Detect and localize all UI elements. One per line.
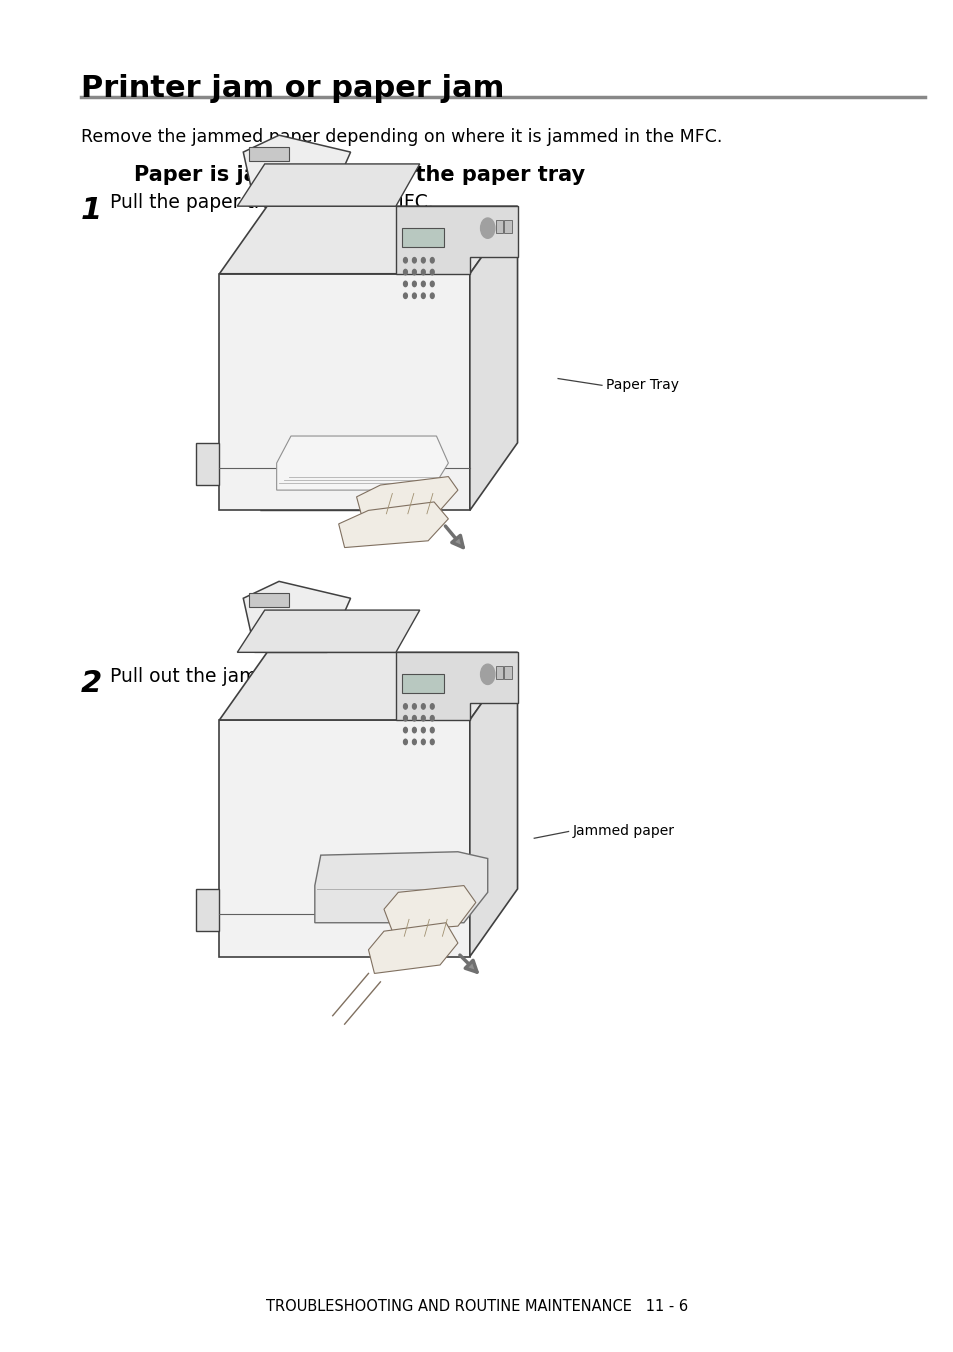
Polygon shape bbox=[219, 653, 517, 719]
Circle shape bbox=[421, 704, 425, 708]
Polygon shape bbox=[276, 435, 448, 489]
Polygon shape bbox=[249, 594, 288, 607]
Polygon shape bbox=[383, 886, 476, 932]
Polygon shape bbox=[395, 207, 517, 273]
Polygon shape bbox=[496, 220, 503, 233]
Polygon shape bbox=[195, 442, 219, 485]
Circle shape bbox=[480, 664, 495, 684]
Circle shape bbox=[412, 257, 416, 262]
Polygon shape bbox=[195, 890, 219, 932]
Circle shape bbox=[412, 281, 416, 287]
Circle shape bbox=[403, 269, 407, 274]
Polygon shape bbox=[237, 610, 419, 653]
Polygon shape bbox=[368, 922, 457, 973]
Text: TROUBLESHOOTING AND ROUTINE MAINTENANCE   11 - 6: TROUBLESHOOTING AND ROUTINE MAINTENANCE … bbox=[266, 1299, 687, 1314]
Text: Remove the jammed paper depending on where it is jammed in the MFC.: Remove the jammed paper depending on whe… bbox=[81, 128, 721, 146]
Text: Paper is jammed inside the paper tray: Paper is jammed inside the paper tray bbox=[133, 165, 584, 185]
Circle shape bbox=[421, 281, 425, 287]
Text: Printer jam or paper jam: Printer jam or paper jam bbox=[81, 74, 504, 103]
Circle shape bbox=[403, 704, 407, 708]
Circle shape bbox=[430, 715, 434, 721]
Circle shape bbox=[421, 727, 425, 733]
Polygon shape bbox=[243, 581, 351, 653]
Circle shape bbox=[430, 269, 434, 274]
Polygon shape bbox=[496, 667, 503, 680]
Circle shape bbox=[403, 293, 407, 299]
Text: Paper Tray: Paper Tray bbox=[605, 379, 679, 392]
Polygon shape bbox=[469, 207, 517, 510]
Circle shape bbox=[480, 218, 495, 238]
Polygon shape bbox=[401, 228, 443, 246]
Circle shape bbox=[430, 293, 434, 299]
Circle shape bbox=[421, 269, 425, 274]
Polygon shape bbox=[261, 422, 463, 510]
Polygon shape bbox=[401, 675, 443, 692]
Circle shape bbox=[412, 727, 416, 733]
Circle shape bbox=[403, 257, 407, 262]
Circle shape bbox=[412, 269, 416, 274]
Circle shape bbox=[421, 740, 425, 745]
Text: Pull the paper tray out of the MFC.: Pull the paper tray out of the MFC. bbox=[110, 193, 433, 212]
Circle shape bbox=[430, 281, 434, 287]
Polygon shape bbox=[395, 653, 517, 719]
Circle shape bbox=[421, 257, 425, 262]
Polygon shape bbox=[504, 220, 511, 233]
Circle shape bbox=[412, 715, 416, 721]
Circle shape bbox=[421, 293, 425, 299]
Polygon shape bbox=[338, 502, 448, 548]
Circle shape bbox=[430, 257, 434, 262]
Text: Pull out the jammed paper to remove it.: Pull out the jammed paper to remove it. bbox=[110, 667, 486, 685]
Circle shape bbox=[412, 293, 416, 299]
Polygon shape bbox=[249, 147, 288, 161]
Circle shape bbox=[430, 704, 434, 708]
Polygon shape bbox=[504, 667, 511, 680]
Polygon shape bbox=[219, 273, 469, 510]
Polygon shape bbox=[314, 852, 487, 922]
Polygon shape bbox=[219, 719, 469, 957]
Circle shape bbox=[403, 715, 407, 721]
Circle shape bbox=[412, 704, 416, 708]
Circle shape bbox=[421, 715, 425, 721]
Polygon shape bbox=[469, 653, 517, 957]
Circle shape bbox=[403, 727, 407, 733]
Circle shape bbox=[430, 727, 434, 733]
Circle shape bbox=[412, 740, 416, 745]
Text: 2: 2 bbox=[81, 669, 102, 698]
Polygon shape bbox=[356, 476, 457, 519]
Circle shape bbox=[403, 740, 407, 745]
Polygon shape bbox=[237, 164, 419, 207]
Text: Jammed paper: Jammed paper bbox=[572, 825, 674, 838]
Polygon shape bbox=[243, 135, 351, 207]
Polygon shape bbox=[219, 207, 517, 273]
Circle shape bbox=[430, 740, 434, 745]
Circle shape bbox=[403, 281, 407, 287]
Text: 1: 1 bbox=[81, 196, 102, 224]
